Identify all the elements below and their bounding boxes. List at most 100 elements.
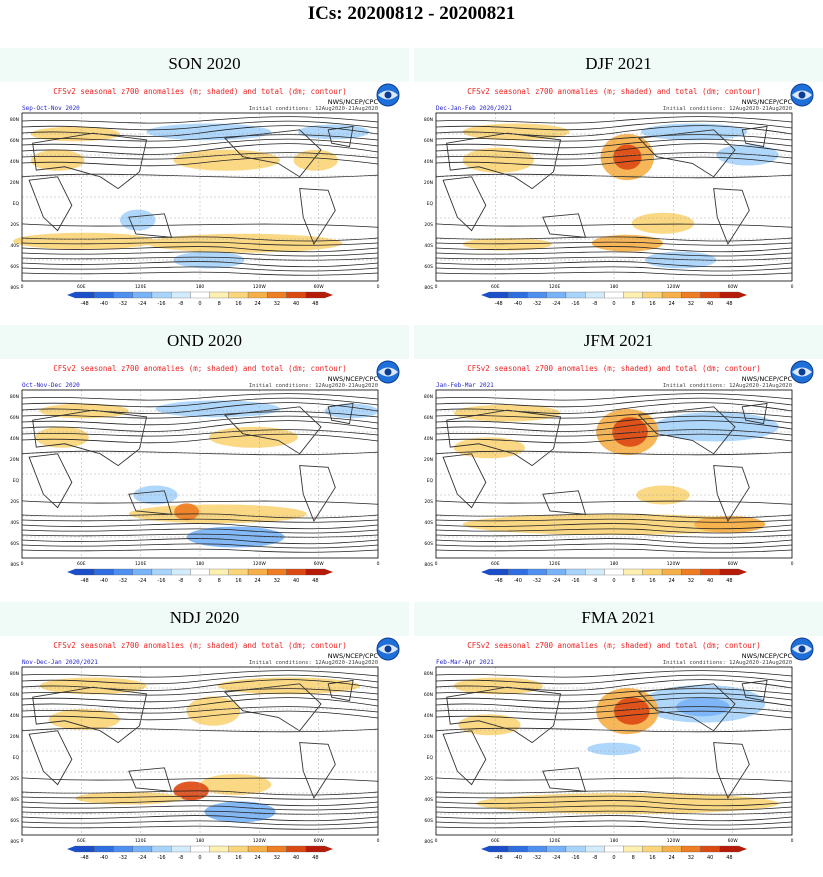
- lat-label: 80N: [424, 394, 433, 400]
- lat-label: 60N: [424, 692, 433, 698]
- colorbar-tick-label: 8: [632, 855, 635, 861]
- colorbar-tick-label: -40: [100, 301, 108, 307]
- lon-label: 60W: [314, 838, 325, 844]
- lon-label: 0: [21, 561, 24, 567]
- anomaly-shading: [200, 774, 272, 796]
- lat-label: 60S: [424, 818, 433, 824]
- colorbar-tick-label: 40: [293, 855, 299, 861]
- anomaly-shading: [453, 437, 525, 459]
- anomaly-shading: [39, 403, 129, 419]
- lat-label: 20S: [424, 499, 433, 505]
- lat-label: EQ: [13, 478, 20, 484]
- panel-son-2020[interactable]: SON 2020 CFSv2 seasonal z700 anomalies (…: [0, 48, 409, 323]
- colorbar-tick-label: 24: [255, 578, 261, 584]
- map-header-text: CFSv2 seasonal z700 anomalies (m; shaded…: [53, 641, 347, 650]
- colorbar-tick-label: -48: [81, 301, 89, 307]
- lon-label: 60E: [491, 838, 500, 844]
- lon-label: 60W: [728, 284, 739, 290]
- anomaly-map: CFSv2 seasonal z700 anomalies (m; shaded…: [414, 359, 823, 600]
- colorbar: -48 -40 -32 -24 -16 -8 0 8 16 24 32 40 48: [67, 291, 333, 307]
- colorbar-tick-label: 48: [312, 301, 318, 307]
- agency-label: NWS/NCEP/CPC: [742, 375, 793, 383]
- colorbar-tick-label: 16: [235, 855, 241, 861]
- lat-label: EQ: [13, 201, 20, 207]
- lat-label: 80S: [10, 285, 19, 291]
- lon-label: 0: [435, 284, 438, 290]
- lon-label: 120W: [667, 561, 681, 567]
- anomaly-shading: [636, 485, 690, 505]
- noaa-logo-icon: [790, 637, 814, 661]
- map-figure: CFSv2 seasonal z700 anomalies (m; shaded…: [424, 637, 814, 861]
- lat-label: 40N: [10, 713, 19, 719]
- colorbar-tick-label: -8: [592, 578, 597, 584]
- colorbar-tick-label: -16: [157, 855, 165, 861]
- lon-label: 120W: [667, 838, 681, 844]
- panel-ond-2020[interactable]: OND 2020 CFSv2 seasonal z700 anomalies (…: [0, 325, 409, 600]
- anomaly-shading: [462, 147, 534, 173]
- lat-label: 20N: [10, 734, 19, 740]
- map-figure: CFSv2 seasonal z700 anomalies (m; shaded…: [424, 83, 814, 307]
- lat-label: 60S: [10, 264, 19, 270]
- panel-ndj-2020[interactable]: NDJ 2020 CFSv2 seasonal z700 anomalies (…: [0, 602, 409, 877]
- anomaly-shading: [173, 251, 245, 269]
- anomaly-shading: [614, 697, 650, 725]
- lon-label: 120E: [135, 284, 147, 290]
- lon-label: 0: [791, 838, 794, 844]
- lat-label: EQ: [13, 755, 20, 761]
- lat-label: 80N: [10, 671, 19, 677]
- colorbar-tick-label: 0: [198, 855, 201, 861]
- lat-label: 60S: [10, 818, 19, 824]
- colorbar-tick-label: 8: [218, 301, 221, 307]
- panel-djf-2021[interactable]: DJF 2021 CFSv2 seasonal z700 anomalies (…: [414, 48, 823, 323]
- lat-label: EQ: [427, 755, 434, 761]
- lon-label: 120E: [135, 838, 147, 844]
- lon-label: 0: [21, 838, 24, 844]
- colorbar-tick-label: -32: [119, 855, 127, 861]
- colorbar-tick-label: -24: [552, 855, 560, 861]
- initial-conditions-label: Initial conditions: 12Aug2020-21Aug2020: [249, 106, 378, 112]
- period-label: Nov-Dec-Jan 2020/2021: [22, 659, 98, 666]
- colorbar-tick-label: -40: [514, 578, 522, 584]
- colorbar-tick-label: 8: [218, 578, 221, 584]
- colorbar-tick-label: -32: [119, 301, 127, 307]
- panel-jfm-2021[interactable]: JFM 2021 CFSv2 seasonal z700 anomalies (…: [414, 325, 823, 600]
- colorbar-tick-label: -8: [592, 855, 597, 861]
- map-header-text: CFSv2 seasonal z700 anomalies (m; shaded…: [53, 87, 347, 96]
- lat-label: 60N: [424, 138, 433, 144]
- panel-fma-2021[interactable]: FMA 2021 CFSv2 seasonal z700 anomalies (…: [414, 602, 823, 877]
- lat-label: 20N: [10, 457, 19, 463]
- anomaly-shading: [453, 677, 543, 695]
- colorbar-tick-label: 24: [669, 301, 675, 307]
- agency-label: NWS/NCEP/CPC: [328, 652, 379, 660]
- colorbar-tick-label: -48: [81, 855, 89, 861]
- lat-label: 40S: [424, 520, 433, 526]
- agency-label: NWS/NCEP/CPC: [328, 98, 379, 106]
- colorbar-tick-label: 40: [293, 301, 299, 307]
- lat-label: EQ: [427, 478, 434, 484]
- map-header-text: CFSv2 seasonal z700 anomalies (m; shaded…: [53, 364, 347, 373]
- colorbar-tick-label: -32: [533, 578, 541, 584]
- lat-label: 40N: [10, 436, 19, 442]
- lat-label: 80N: [424, 117, 433, 123]
- anomaly-shading: [613, 144, 642, 170]
- anomaly-shading: [119, 209, 156, 231]
- colorbar-tick-label: 48: [312, 855, 318, 861]
- anomaly-shading: [631, 212, 695, 234]
- lat-label: 80N: [424, 671, 433, 677]
- panel-title: FMA 2021: [581, 608, 656, 627]
- agency-label: NWS/NCEP/CPC: [742, 652, 793, 660]
- lon-label: 180: [610, 838, 619, 844]
- lon-label: 0: [377, 284, 380, 290]
- colorbar-tick-label: 48: [726, 301, 732, 307]
- lon-label: 60W: [314, 561, 325, 567]
- colorbar-tick-label: -16: [157, 301, 165, 307]
- colorbar-tick-label: -16: [157, 578, 165, 584]
- lat-label: 20S: [10, 499, 19, 505]
- lon-label: 0: [377, 561, 380, 567]
- anomaly-map: CFSv2 seasonal z700 anomalies (m; shaded…: [414, 82, 823, 323]
- lat-label: 80S: [10, 839, 19, 845]
- agency-label: NWS/NCEP/CPC: [742, 98, 793, 106]
- colorbar-tick-label: 40: [707, 855, 713, 861]
